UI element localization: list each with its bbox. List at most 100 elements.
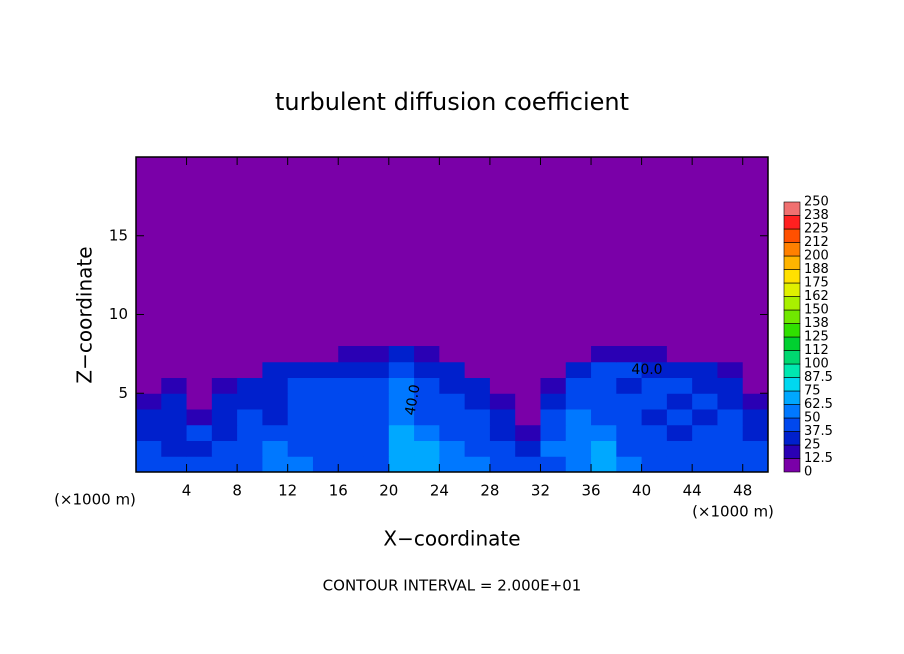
field-cell	[312, 346, 339, 363]
field-cell	[641, 393, 668, 410]
field-cell	[515, 440, 541, 457]
field-cell	[565, 361, 592, 378]
field-cell	[692, 377, 718, 394]
colorbar-label: 125	[804, 330, 829, 345]
field-cell	[338, 424, 365, 441]
field-cell	[161, 361, 188, 378]
field-cell	[742, 456, 768, 472]
field-cell	[464, 393, 491, 410]
field-cell	[388, 424, 415, 441]
x-tick-label: 20	[379, 482, 398, 500]
field-cell	[161, 346, 188, 363]
field-cell	[641, 456, 668, 472]
field-cell	[540, 393, 567, 410]
field-cell	[312, 440, 339, 457]
contour-label: 40.0	[631, 362, 662, 378]
field-cell	[540, 409, 567, 426]
field-cell	[363, 346, 390, 363]
field-cell	[464, 346, 491, 363]
field-cell	[211, 393, 238, 410]
colorbar-swatch	[783, 242, 801, 257]
field-cell	[211, 346, 238, 363]
field-cell	[186, 393, 213, 410]
field-cell	[717, 424, 744, 441]
colorbar-label: 100	[804, 357, 829, 372]
field-cell	[742, 393, 768, 410]
field-cell	[161, 456, 188, 472]
colorbar-swatch	[783, 336, 801, 351]
field-cell	[136, 361, 162, 378]
x-tick-label: 4	[182, 482, 192, 500]
field-cell	[363, 393, 390, 410]
field-cell	[363, 456, 390, 472]
field-cell	[312, 393, 339, 410]
colorbar-swatch	[783, 417, 801, 432]
colorbar-label: 250	[804, 195, 829, 210]
x-tick-label: 32	[531, 482, 550, 500]
field-cell	[641, 346, 668, 363]
field-cell	[338, 440, 365, 457]
field-cell	[515, 424, 541, 441]
field-cell	[616, 440, 643, 457]
field-cell	[666, 409, 693, 426]
field-cell	[591, 393, 617, 410]
field-cell	[237, 424, 263, 441]
x-tick-label: 8	[232, 482, 242, 500]
field-cell	[237, 377, 263, 394]
field-cell	[388, 346, 415, 363]
colorbar-swatch	[783, 444, 801, 459]
field-cell	[363, 409, 390, 426]
field-cell	[742, 361, 768, 378]
colorbar-label: 225	[804, 222, 829, 237]
field-cell	[717, 377, 744, 394]
field-cell	[591, 456, 617, 472]
field-cell	[717, 409, 744, 426]
chart-title: turbulent diffusion coefficient	[275, 88, 629, 116]
field-cell	[616, 393, 643, 410]
field-cell	[237, 440, 263, 457]
colorbar-label: 212	[804, 235, 829, 250]
field-cell	[515, 361, 541, 378]
field-cell	[363, 361, 390, 378]
field-cell	[742, 377, 768, 394]
field-cell	[464, 424, 491, 441]
field-cell	[540, 424, 567, 441]
field-cell	[742, 409, 768, 426]
field-cell	[565, 346, 592, 363]
x-tick-label: 48	[733, 482, 752, 500]
colorbar-swatch	[783, 363, 801, 378]
field	[136, 346, 768, 472]
field-cell	[414, 424, 440, 441]
field-cell	[666, 377, 693, 394]
field-cell	[287, 409, 314, 426]
field-cell	[211, 440, 238, 457]
x-tick-label: 16	[329, 482, 348, 500]
x-axis-label: X−coordinate	[383, 527, 520, 551]
field-cell	[489, 456, 516, 472]
field-cell	[591, 377, 617, 394]
field-cell	[540, 377, 567, 394]
field-cell	[186, 361, 213, 378]
field-cell	[237, 409, 263, 426]
field-cell	[742, 346, 768, 363]
x-tick-label: 36	[581, 482, 600, 500]
field-cell	[312, 456, 339, 472]
field-cell	[692, 346, 718, 363]
field-cell	[237, 456, 263, 472]
field-cell	[439, 377, 466, 394]
field-cell	[439, 361, 466, 378]
field-cell	[237, 361, 263, 378]
field-cell	[312, 424, 339, 441]
field-cell	[439, 393, 466, 410]
field-cell	[464, 361, 491, 378]
x-tick-label: 24	[430, 482, 449, 500]
colorbar-label: 75	[804, 384, 821, 399]
field-cell	[161, 440, 188, 457]
field-cell	[540, 456, 567, 472]
colorbar-label: 87.5	[804, 370, 833, 385]
footer: CONTOUR INTERVAL = 2.000E+01	[323, 577, 582, 595]
field-cell	[489, 377, 516, 394]
field-cell	[414, 409, 440, 426]
field-cell	[489, 361, 516, 378]
